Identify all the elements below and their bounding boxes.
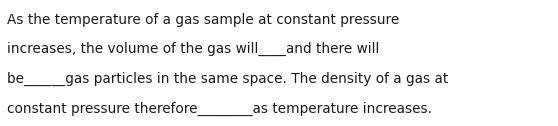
Text: increases, the volume of the gas will____and there will: increases, the volume of the gas will___…: [7, 42, 379, 56]
Text: be______gas particles in the same space. The density of a gas at: be______gas particles in the same space.…: [7, 72, 448, 86]
Text: As the temperature of a gas sample at constant pressure: As the temperature of a gas sample at co…: [7, 13, 399, 27]
Text: constant pressure therefore________as temperature increases.: constant pressure therefore________as te…: [7, 101, 432, 116]
